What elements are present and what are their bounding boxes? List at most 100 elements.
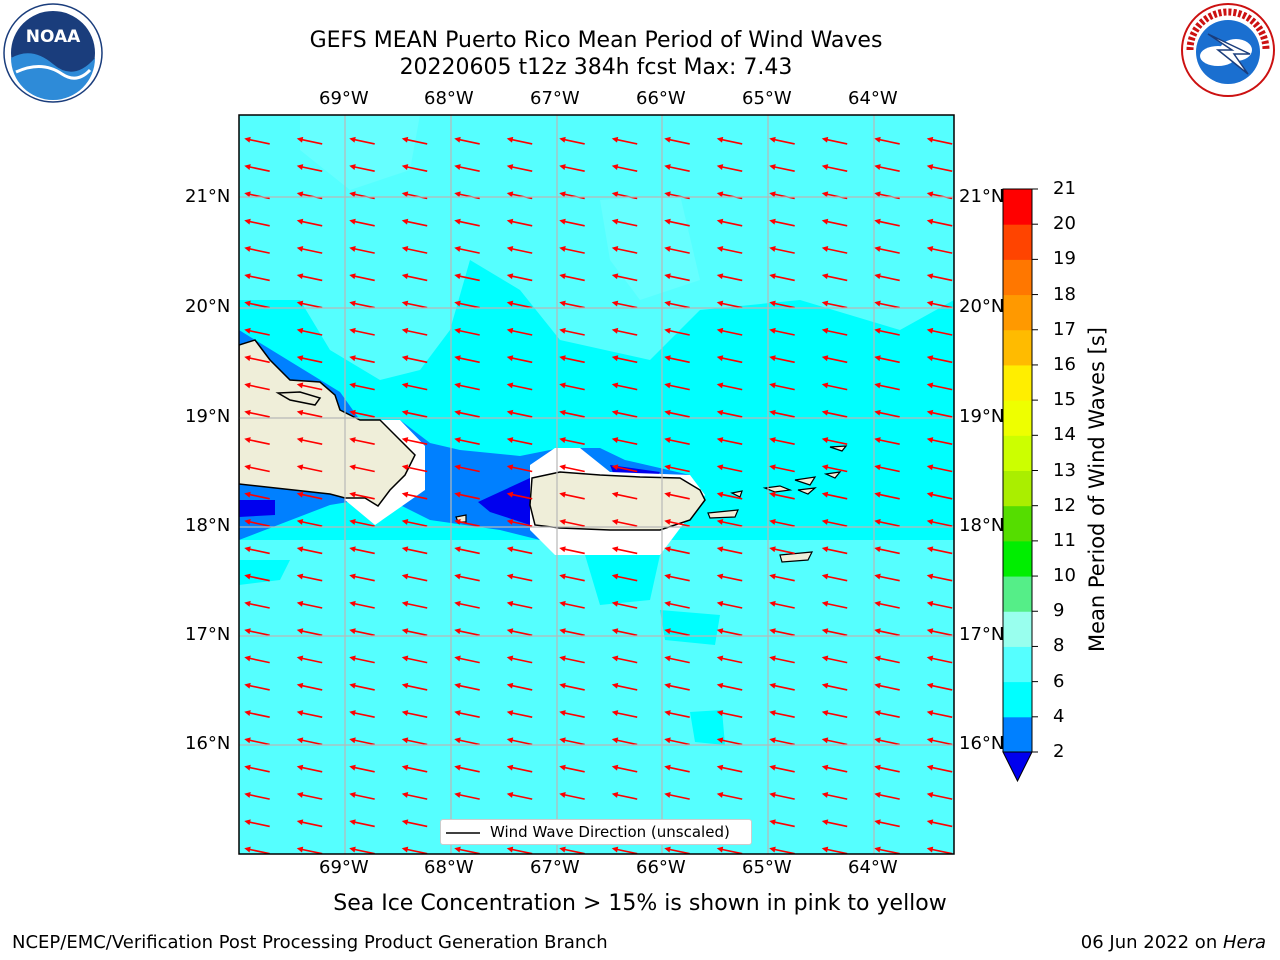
wind-wave-arrow bbox=[244, 164, 270, 172]
wind-wave-arrow bbox=[506, 655, 533, 664]
wind-wave-arrow bbox=[926, 573, 953, 582]
wind-wave-arrow bbox=[926, 136, 953, 145]
vieques-island bbox=[707, 509, 739, 519]
wind-wave-arrow bbox=[349, 710, 375, 718]
wind-wave-arrow bbox=[454, 409, 480, 418]
wind-wave-arrow bbox=[769, 437, 795, 445]
wind-wave-arrow bbox=[769, 682, 795, 691]
lat-label-left: 18°N bbox=[185, 515, 231, 536]
wind-wave-arrow bbox=[716, 710, 743, 718]
wind-wave-arrow bbox=[716, 764, 743, 773]
wind-wave-arrow bbox=[349, 573, 375, 582]
wind-wave-arrow bbox=[454, 218, 480, 227]
colorbar-bin bbox=[1003, 470, 1032, 507]
wind-wave-arrow bbox=[401, 491, 428, 500]
wind-wave-arrow bbox=[506, 710, 533, 718]
wind-wave-arrow bbox=[821, 628, 848, 637]
wind-wave-arrow bbox=[559, 600, 585, 609]
wind-wave-arrow bbox=[874, 164, 900, 172]
wind-wave-arrow bbox=[296, 600, 323, 609]
wind-wave-arrow bbox=[296, 737, 323, 746]
wind-wave-arrow bbox=[664, 846, 690, 854]
noaa-logo: NOAA bbox=[3, 3, 103, 103]
wind-wave-arrow bbox=[611, 273, 638, 282]
wind-wave-arrow bbox=[874, 382, 900, 391]
lat-label-right: 18°N bbox=[959, 515, 1005, 536]
wind-wave-arrow bbox=[769, 218, 795, 227]
wind-wave-arrow bbox=[769, 136, 795, 145]
wind-wave-arrow bbox=[716, 382, 743, 391]
colorbar-tick-label: 12 bbox=[1053, 494, 1076, 516]
wind-wave-arrow bbox=[874, 710, 900, 718]
wind-wave-arrow bbox=[716, 682, 743, 691]
colorbar-bin bbox=[1003, 400, 1032, 436]
wind-wave-arrow bbox=[611, 218, 638, 227]
wind-wave-arrow bbox=[244, 491, 270, 500]
wind-wave-arrow bbox=[664, 491, 690, 500]
wind-wave-arrow bbox=[349, 409, 375, 418]
wind-wave-arrow bbox=[716, 327, 743, 336]
wind-wave-arrow bbox=[769, 764, 795, 773]
wind-wave-arrow bbox=[611, 792, 638, 800]
wind-wave-arrow bbox=[349, 491, 375, 500]
wind-wave-arrow bbox=[349, 819, 375, 828]
lat-label-right: 19°N bbox=[959, 406, 1005, 427]
wind-wave-arrow bbox=[244, 519, 270, 527]
wind-wave-arrow bbox=[296, 218, 323, 227]
wind-wave-arrow bbox=[506, 464, 533, 473]
wind-wave-arrow bbox=[244, 737, 270, 746]
wind-wave-arrow bbox=[664, 682, 690, 691]
wind-wave-arrow bbox=[769, 327, 795, 336]
wind-wave-arrow bbox=[401, 218, 428, 227]
wind-wave-arrow bbox=[244, 409, 270, 418]
wind-wave-arrow bbox=[401, 710, 428, 718]
wind-wave-arrow bbox=[821, 573, 848, 582]
wind-wave-arrow bbox=[296, 327, 323, 336]
wind-wave-arrow bbox=[454, 546, 480, 555]
wind-wave-arrow bbox=[506, 491, 533, 500]
wind-wave-arrow bbox=[506, 273, 533, 282]
wind-wave-arrow bbox=[874, 519, 900, 527]
wind-wave-arrow bbox=[874, 136, 900, 145]
wind-wave-arrow bbox=[874, 300, 900, 309]
wind-wave-arrow bbox=[559, 655, 585, 664]
wind-wave-arrow bbox=[926, 300, 953, 309]
wind-wave-arrow bbox=[821, 600, 848, 609]
lat-label-left: 19°N bbox=[185, 406, 231, 427]
period-contour-under-2 bbox=[239, 500, 275, 517]
wind-wave-arrow bbox=[716, 491, 743, 500]
wind-wave-arrow bbox=[454, 382, 480, 391]
wind-wave-arrow bbox=[874, 327, 900, 336]
wind-wave-arrow bbox=[559, 218, 585, 227]
colorbar-bin bbox=[1003, 224, 1032, 260]
wind-wave-arrow bbox=[349, 164, 375, 172]
wind-wave-arrow bbox=[454, 300, 480, 309]
wind-wave-arrow bbox=[926, 710, 953, 718]
colorbar-tick-label: 6 bbox=[1053, 670, 1065, 692]
chart-subtitle: 20220605 t12z 384h fcst Max: 7.43 bbox=[399, 55, 793, 80]
wind-wave-arrow bbox=[874, 628, 900, 637]
wind-wave-arrow bbox=[506, 846, 533, 854]
svg-text:NOAA: NOAA bbox=[26, 27, 81, 47]
wind-wave-arrow bbox=[926, 464, 953, 473]
lon-label-bottom: 68°W bbox=[424, 857, 474, 878]
legend-label: Wind Wave Direction (unscaled) bbox=[490, 823, 730, 841]
wind-wave-arrow bbox=[401, 600, 428, 609]
period-contour-4-6 bbox=[660, 610, 720, 645]
wind-wave-arrow bbox=[926, 382, 953, 391]
wind-wave-arrow bbox=[559, 191, 585, 200]
wind-wave-arrow bbox=[401, 846, 428, 854]
wind-wave-arrow bbox=[244, 764, 270, 773]
wind-wave-arrow bbox=[454, 737, 480, 746]
wind-wave-arrow bbox=[454, 464, 480, 473]
wind-wave-arrow bbox=[349, 437, 375, 445]
wind-wave-arrow bbox=[401, 519, 428, 527]
wind-wave-arrow bbox=[716, 519, 743, 527]
colorbar-tick-label: 19 bbox=[1053, 248, 1076, 270]
wind-wave-arrow bbox=[926, 600, 953, 609]
colorbar-bin bbox=[1003, 540, 1032, 577]
wind-wave-arrow bbox=[559, 764, 585, 773]
lat-label-left: 16°N bbox=[185, 733, 231, 754]
wind-wave-arrow bbox=[401, 136, 428, 145]
wind-wave-arrow bbox=[454, 246, 480, 254]
